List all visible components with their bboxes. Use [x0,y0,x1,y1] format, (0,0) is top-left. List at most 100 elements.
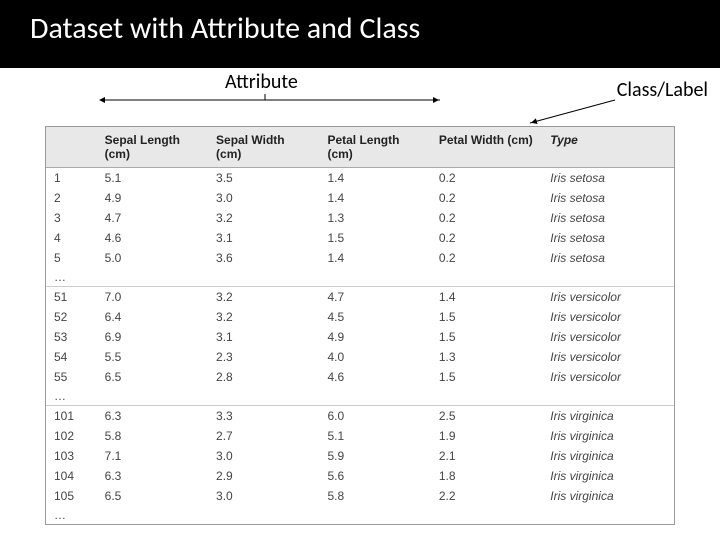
empty-cell [97,268,208,287]
table-cell: 4.7 [97,208,208,228]
table-cell: 4.9 [319,327,430,347]
table-cell: 2.8 [208,367,319,387]
table-cell: 6.3 [97,466,208,486]
table-cell: Iris virginica [542,466,674,486]
table-cell: 4.6 [97,228,208,248]
table-cell: 4 [46,228,97,248]
table-cell: Iris setosa [542,228,674,248]
table-cell: 55 [46,367,97,387]
table-cell: 53 [46,327,97,347]
table-row: 15.13.51.40.2Iris setosa [46,168,674,189]
table-cell: 3.2 [208,208,319,228]
table-cell: 4.0 [319,347,430,367]
table-cell: Iris setosa [542,188,674,208]
table-cell: 0.2 [431,208,542,228]
table-cell: 1.4 [319,168,430,189]
empty-cell [431,268,542,287]
table-cell: 1.8 [431,466,542,486]
table-cell: 103 [46,446,97,466]
table-cell: 1.5 [431,367,542,387]
table-cell: 1 [46,168,97,189]
table-cell: 0.2 [431,168,542,189]
table-cell: 2.3 [208,347,319,367]
col-index [46,127,97,168]
empty-cell [319,387,430,406]
table-cell: 1.9 [431,426,542,446]
table-cell: 5.5 [97,347,208,367]
empty-cell [208,387,319,406]
title-bar: Dataset with Attribute and Class [0,0,720,68]
empty-cell [431,387,542,406]
ellipsis-row: … [46,387,674,406]
table-cell: Iris virginica [542,426,674,446]
table-cell: 1.5 [431,327,542,347]
table-row: 1025.82.75.11.9Iris virginica [46,426,674,446]
table-cell: 1.3 [431,347,542,367]
empty-cell [319,506,430,524]
table-cell: 1.5 [431,307,542,327]
table-cell: 105 [46,486,97,506]
table-cell: Iris versicolor [542,347,674,367]
table-cell: 1.4 [319,188,430,208]
col-petal-width: Petal Width (cm) [431,127,542,168]
table-cell: 3.0 [208,188,319,208]
ellipsis-cell: … [46,506,97,524]
table-cell: 5.8 [319,486,430,506]
table-cell: 5.1 [319,426,430,446]
table-cell: 102 [46,426,97,446]
table-cell: 5.1 [97,168,208,189]
dataset-table: Sepal Length (cm) Sepal Width (cm) Petal… [46,127,674,524]
table-cell: 3.5 [208,168,319,189]
table-cell: 0.2 [431,188,542,208]
table-cell: 3.2 [208,307,319,327]
table-cell: Iris virginica [542,406,674,427]
table-row: 44.63.11.50.2Iris setosa [46,228,674,248]
table-cell: 6.5 [97,486,208,506]
table-cell: 3.1 [208,228,319,248]
table-cell: 6.5 [97,367,208,387]
table-cell: 3.6 [208,248,319,268]
table-cell: 5.8 [97,426,208,446]
page-title: Dataset with Attribute and Class [30,10,700,47]
table-cell: 6.3 [97,406,208,427]
table-cell: Iris setosa [542,248,674,268]
table-cell: 5.6 [319,466,430,486]
table-cell: 3.3 [208,406,319,427]
table-cell: 4.6 [319,367,430,387]
empty-cell [97,506,208,524]
table-row: 55.03.61.40.2Iris setosa [46,248,674,268]
table-cell: 5 [46,248,97,268]
table-cell: 3 [46,208,97,228]
table-cell: Iris versicolor [542,307,674,327]
table-cell: 1.3 [319,208,430,228]
table-cell: 4.7 [319,287,430,308]
table-cell: 2.7 [208,426,319,446]
empty-cell [542,506,674,524]
empty-cell [208,506,319,524]
empty-cell [319,268,430,287]
annotation-arrows [0,68,720,128]
table-cell: 6.4 [97,307,208,327]
table-row: 517.03.24.71.4Iris versicolor [46,287,674,308]
table-cell: 2.9 [208,466,319,486]
table-cell: Iris setosa [542,208,674,228]
table-cell: 3.2 [208,287,319,308]
ellipsis-row: … [46,268,674,287]
empty-cell [208,268,319,287]
table-cell: 104 [46,466,97,486]
table-cell: 3.0 [208,486,319,506]
table-cell: Iris versicolor [542,287,674,308]
table-cell: Iris setosa [542,168,674,189]
table-cell: 0.2 [431,228,542,248]
table-cell: 6.9 [97,327,208,347]
table-row: 1046.32.95.61.8Iris virginica [46,466,674,486]
col-petal-length: Petal Length (cm) [319,127,430,168]
table-cell: 6.0 [319,406,430,427]
table-cell: 1.4 [431,287,542,308]
table-cell: 7.1 [97,446,208,466]
table-row: 545.52.34.01.3Iris versicolor [46,347,674,367]
ellipsis-row: … [46,506,674,524]
table-row: 1016.33.36.02.5Iris virginica [46,406,674,427]
table-cell: Iris virginica [542,446,674,466]
table-row: 1056.53.05.82.2Iris virginica [46,486,674,506]
